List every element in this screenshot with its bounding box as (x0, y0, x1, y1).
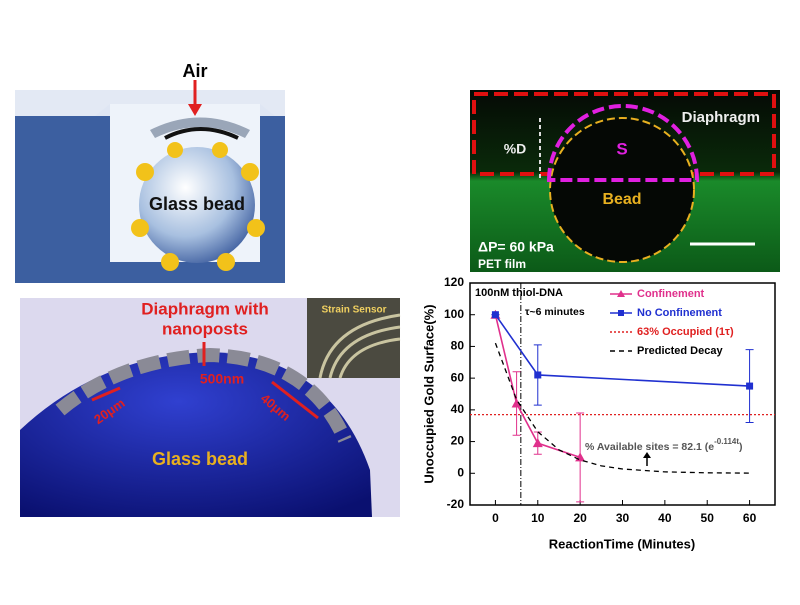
membrane (150, 117, 250, 138)
x-tick-label: 30 (616, 511, 630, 525)
legend-label: 63% Occupied (1τ) (637, 326, 734, 338)
y-tick-label: 40 (451, 402, 465, 416)
panel-title: nanoposts (162, 319, 248, 338)
micrograph: Diaphragm %D S Bead ΔP= 60 kPa PET film (470, 90, 780, 272)
marker (491, 311, 499, 319)
air-arrowhead (188, 104, 202, 116)
marker (511, 398, 522, 408)
gap-label: 500nm (200, 371, 244, 387)
pressure-label: ΔP= 60 kPa (478, 239, 554, 255)
marker (532, 438, 543, 448)
substrate-label: PET film (478, 257, 526, 271)
y-tick-label: 0 (457, 465, 464, 479)
fit-label: % Available sites = 82.1 (e-0.114t) (585, 437, 743, 453)
x-axis-label: ReactionTime (Minutes) (549, 536, 695, 551)
depth-label: %D (504, 141, 527, 157)
annotation: 100nM thiol-DNA (475, 287, 563, 299)
x-tick-label: 50 (701, 511, 715, 525)
legend-label: No Confinement (637, 307, 722, 319)
marker (746, 382, 754, 390)
y-tick-label: 100 (444, 307, 464, 321)
spacing-arrow (91, 386, 121, 402)
y-tick-label: 120 (444, 275, 464, 289)
spacing-arrow (271, 380, 319, 420)
bead-label: Bead (602, 191, 641, 208)
y-tick-label: -20 (447, 497, 465, 511)
inset-pattern (318, 313, 401, 379)
diaphragm-panel: Strain Sensor Diaphragm with nanoposts 5… (20, 298, 401, 517)
air-label: Air (182, 61, 207, 81)
fit-exponent: -0.114t (714, 437, 739, 446)
x-tick-label: 40 (658, 511, 672, 525)
air-panel: Air Glass bead (15, 61, 285, 283)
y-tick-label: 80 (451, 339, 465, 353)
diaphragm-label: Diaphragm (682, 109, 760, 126)
area-outline (546, 104, 700, 182)
legend-label: Confinement (637, 288, 705, 300)
legend-marker (618, 310, 624, 316)
x-tick-label: 60 (743, 511, 757, 525)
panel-title: Diaphragm with (141, 299, 269, 318)
tau-label: τ~6 minutes (525, 306, 585, 318)
fit-base: % Available sites = 82.1 (e (585, 441, 714, 453)
diaphragm (55, 347, 352, 443)
fit-close: ) (739, 441, 743, 453)
bead (139, 147, 255, 263)
inset-label: Strain Sensor (321, 305, 386, 316)
nanoparticles (131, 142, 265, 271)
plot-frame (469, 282, 776, 506)
bead-label: Glass bead (149, 194, 245, 214)
x-tick-label: 20 (573, 511, 587, 525)
y-axis-label: Unoccupied Gold Surface(%) (421, 304, 436, 483)
legend-label: Predicted Decay (637, 345, 723, 357)
fit-arrowhead (643, 452, 651, 458)
x-tick-label: 0 (492, 511, 499, 525)
electrode (164, 127, 239, 140)
legend-marker (617, 290, 625, 297)
y-tick-label: 20 (451, 434, 465, 448)
bead-outline (549, 117, 695, 263)
y-tick-label: 60 (451, 370, 465, 384)
marker (534, 371, 542, 379)
x-tick-label: 10 (531, 511, 545, 525)
area-label: S (616, 139, 627, 158)
bead-label: Glass bead (152, 449, 248, 469)
